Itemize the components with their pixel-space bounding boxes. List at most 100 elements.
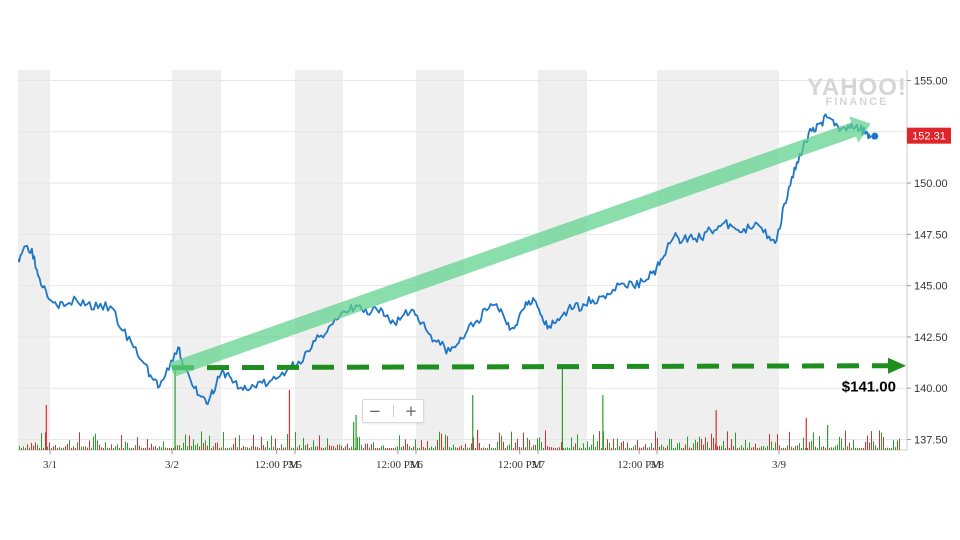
volume-bar [505,447,506,450]
volume-bar [23,446,24,450]
volume-bar [605,447,606,450]
zoom-in-button[interactable]: + [404,401,418,420]
volume-bar [43,447,44,450]
volume-bar [515,442,516,450]
volume-bar [565,447,566,450]
volume-bar [275,438,276,450]
volume-bar [711,433,712,450]
volume-bar [105,442,106,450]
volume-bar [465,443,466,450]
volume-bar [39,447,40,450]
volume-bar [61,447,62,450]
volume-bar [313,440,314,450]
volume-bar [633,446,634,450]
volume-bar [437,439,438,450]
last-price-dot [871,132,879,140]
volume-bar [309,447,310,450]
volume-bar [493,447,494,450]
zoom-out-button[interactable]: − [368,401,382,420]
volume-bar [507,445,508,450]
volume-bar [895,447,896,450]
volume-bar [197,443,198,450]
volume-bar [719,445,720,450]
volume-bar [877,447,878,450]
volume-bar [543,447,544,450]
volume-bar [715,443,716,450]
volume-bar [769,434,770,450]
volume-spike [174,365,176,450]
volume-bar [173,447,174,450]
volume-bar [651,442,652,450]
volume-bar [107,447,108,450]
volume-bar [765,447,766,450]
volume-bar [207,445,208,450]
volume-bar [111,444,112,450]
volume-bar [435,446,436,450]
volume-bar [509,444,510,450]
volume-bar [563,447,564,450]
volume-bar [83,446,84,450]
volume-bar [391,447,392,450]
gridlines [18,70,908,451]
support-label: $141.00 [842,379,896,396]
volume-bar [345,446,346,450]
volume-bar [897,440,898,450]
volume-spike [715,410,717,450]
volume-bar [591,444,592,450]
volume-bar [247,447,248,450]
x-tick-label: 3/5 [288,459,303,471]
volume-bar [845,430,846,450]
volume-bar [679,442,680,450]
volume-bar [647,447,648,450]
volume-bar [581,447,582,450]
volume-spike [353,422,355,450]
volume-bar [471,443,472,450]
volume-bar [721,446,722,450]
volume-bar [387,447,388,450]
volume-bar [685,444,686,450]
volume-bar [539,437,540,450]
volume-bar [531,447,532,450]
volume-bar [523,432,524,450]
volume-bar [183,442,184,450]
volume-bar [115,446,116,450]
volume-bar [821,446,822,450]
volume-bar [745,439,746,450]
volume-bar [549,447,550,450]
volume-bar [325,447,326,450]
volume-bar [777,434,778,450]
volume-bar [75,447,76,450]
volume-bar [305,445,306,450]
volume-bar [597,441,598,450]
volume-bar [285,447,286,450]
volume-bar [551,447,552,450]
volume-spike [477,430,479,450]
volume-bar [617,438,618,450]
volume-bar [243,445,244,450]
volume-bar [67,444,68,450]
volume-bar [213,446,214,450]
volume-bar [273,446,274,450]
x-tick-label: 3/2 [165,459,179,471]
x-tick-label: 3/6 [409,459,424,471]
volume-bar [375,447,376,450]
volume-bar [875,445,876,450]
volume-bar [517,438,518,450]
volume-bar [855,447,856,450]
volume-bar [649,447,650,450]
last-price-badge [907,127,951,144]
volume-bar [573,446,574,450]
volume-bar [699,436,700,450]
volume-bar [155,446,156,450]
volume-spike [45,405,47,450]
volume-bar [133,447,134,450]
volume-bar [687,436,688,450]
session-band [416,70,464,450]
y-tick-label: 147.50 [914,229,948,241]
volume-bar [317,446,318,450]
volume-bar [513,447,514,450]
volume-bar [79,432,80,450]
volume-bar [393,447,394,450]
volume-bar [859,447,860,450]
y-tick-label: 140.00 [914,383,948,395]
